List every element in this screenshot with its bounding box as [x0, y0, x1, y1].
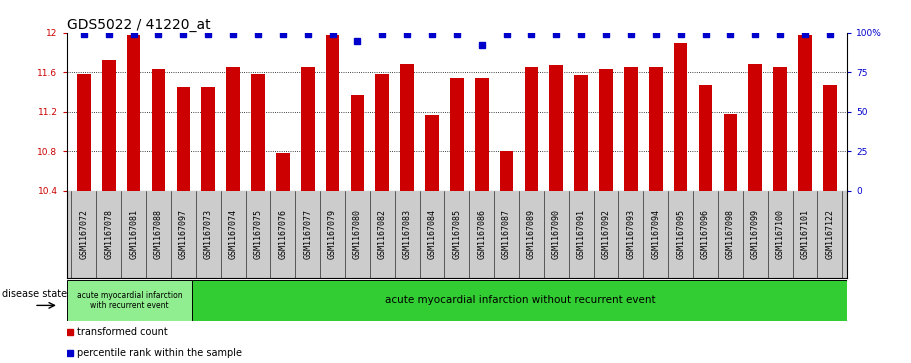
Bar: [823, 85, 836, 191]
Bar: [400, 64, 414, 191]
Bar: [500, 151, 514, 191]
Bar: [699, 85, 712, 191]
Bar: [151, 69, 165, 191]
Text: GSM1167080: GSM1167080: [353, 209, 362, 259]
Text: acute myocardial infarction without recurrent event: acute myocardial infarction without recu…: [384, 295, 655, 305]
Bar: [326, 34, 340, 191]
Text: transformed count: transformed count: [77, 327, 169, 337]
Text: GSM1167122: GSM1167122: [825, 209, 834, 259]
Text: GSM1167075: GSM1167075: [253, 209, 262, 259]
Text: GSM1167083: GSM1167083: [403, 209, 412, 259]
Bar: [177, 87, 190, 191]
Text: GSM1167079: GSM1167079: [328, 209, 337, 259]
Bar: [201, 87, 215, 191]
Text: GSM1167084: GSM1167084: [427, 209, 436, 259]
Text: GSM1167087: GSM1167087: [502, 209, 511, 259]
Bar: [798, 34, 812, 191]
Bar: [599, 69, 613, 191]
Bar: [226, 67, 240, 191]
Text: disease state: disease state: [2, 289, 67, 299]
Bar: [450, 78, 464, 191]
Bar: [375, 74, 389, 191]
Text: GSM1167097: GSM1167097: [179, 209, 188, 259]
Text: GSM1167089: GSM1167089: [527, 209, 536, 259]
Text: GSM1167072: GSM1167072: [79, 209, 88, 259]
Text: GDS5022 / 41220_at: GDS5022 / 41220_at: [67, 18, 210, 32]
Bar: [251, 74, 265, 191]
Bar: [475, 78, 488, 191]
Bar: [276, 153, 290, 191]
Bar: [674, 42, 688, 191]
Bar: [723, 114, 737, 191]
Text: GSM1167099: GSM1167099: [751, 209, 760, 259]
Text: GSM1167098: GSM1167098: [726, 209, 735, 259]
Bar: [301, 67, 314, 191]
Text: percentile rank within the sample: percentile rank within the sample: [77, 347, 242, 358]
Bar: [624, 67, 638, 191]
Text: GSM1167088: GSM1167088: [154, 209, 163, 259]
Bar: [67, 280, 192, 321]
Text: GSM1167100: GSM1167100: [775, 209, 784, 259]
Text: GSM1167101: GSM1167101: [801, 209, 810, 259]
Text: GSM1167096: GSM1167096: [701, 209, 710, 259]
Text: GSM1167077: GSM1167077: [303, 209, 312, 259]
Bar: [649, 67, 662, 191]
Bar: [127, 34, 140, 191]
Bar: [574, 75, 588, 191]
Bar: [192, 280, 847, 321]
Text: GSM1167081: GSM1167081: [129, 209, 138, 259]
Text: acute myocardial infarction
with recurrent event: acute myocardial infarction with recurre…: [77, 291, 182, 310]
Bar: [77, 74, 91, 191]
Bar: [773, 67, 787, 191]
Text: GSM1167091: GSM1167091: [577, 209, 586, 259]
Text: GSM1167093: GSM1167093: [627, 209, 635, 259]
Text: GSM1167085: GSM1167085: [453, 209, 461, 259]
Bar: [351, 95, 364, 191]
Bar: [525, 67, 538, 191]
Bar: [549, 65, 563, 191]
Text: GSM1167095: GSM1167095: [676, 209, 685, 259]
Bar: [749, 64, 763, 191]
Text: GSM1167086: GSM1167086: [477, 209, 486, 259]
Bar: [102, 60, 116, 191]
Bar: [425, 115, 439, 191]
Text: GSM1167090: GSM1167090: [552, 209, 561, 259]
Text: GSM1167094: GSM1167094: [651, 209, 660, 259]
Text: GSM1167074: GSM1167074: [229, 209, 238, 259]
Text: GSM1167073: GSM1167073: [204, 209, 213, 259]
Text: GSM1167082: GSM1167082: [378, 209, 387, 259]
Text: GSM1167076: GSM1167076: [279, 209, 287, 259]
Text: GSM1167078: GSM1167078: [104, 209, 113, 259]
Text: GSM1167092: GSM1167092: [601, 209, 610, 259]
